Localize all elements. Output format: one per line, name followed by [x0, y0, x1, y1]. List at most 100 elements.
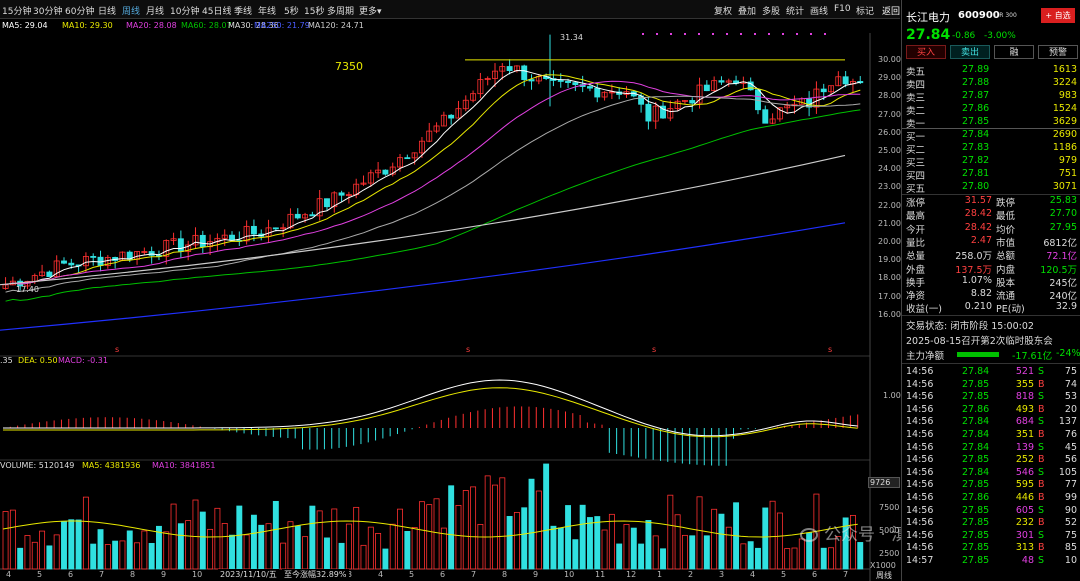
tool-fuquan[interactable]: 复权: [714, 7, 733, 17]
dividend-marker[interactable]: s: [466, 345, 471, 354]
period-30min[interactable]: 30分钟: [33, 7, 63, 17]
period-15s[interactable]: 15秒: [304, 7, 325, 17]
volume-bar: [177, 523, 184, 570]
volume-bar: [711, 508, 718, 570]
tick-time: 14:56: [906, 454, 934, 466]
price-axis-tick: 25.00: [878, 146, 901, 155]
period-year[interactable]: 年线: [258, 7, 277, 17]
volume-bar: [170, 503, 177, 570]
period-week[interactable]: 周线: [122, 7, 141, 17]
stat-value: 31.57: [964, 195, 992, 206]
period-day[interactable]: 日线: [98, 7, 117, 17]
notice-row[interactable]: 2025-08-15召开第2次临时股东会: [902, 333, 1080, 347]
tick-price: 27.85: [962, 555, 990, 566]
dividend-marker[interactable]: s: [115, 345, 120, 354]
period-60min[interactable]: 60分钟: [65, 7, 95, 17]
bid-row[interactable]: 买四 27.81 751: [902, 168, 1080, 182]
candle-body: [324, 198, 330, 208]
candle-body: [499, 66, 506, 72]
bid-row[interactable]: 买二 27.83 1186: [902, 142, 1080, 156]
volume-bar: [418, 501, 425, 570]
volume-bar: [375, 532, 382, 570]
ask-row[interactable]: 卖四 27.88 3224: [902, 77, 1080, 91]
candle-body: [331, 192, 338, 208]
alert-button[interactable]: 预警: [1038, 45, 1078, 59]
ask-row[interactable]: 卖二 27.86 1524: [902, 103, 1080, 117]
candle-body: [280, 227, 287, 230]
candle-body: [199, 234, 206, 248]
candle-body: [382, 169, 389, 175]
tick-volume: 493: [1015, 403, 1034, 415]
time-axis-tick: 1: [657, 570, 663, 579]
period-month[interactable]: 月线: [146, 7, 165, 17]
trade-state: 交易状态: 闭市阶段 15:00:02: [906, 321, 1034, 332]
candle-body: [61, 260, 67, 264]
tool-draw[interactable]: 画线: [810, 7, 829, 17]
ask-row[interactable]: 卖三 27.87 983: [902, 90, 1080, 104]
ask-row[interactable]: 卖五 27.89 1613: [902, 64, 1080, 78]
volume-bar: [557, 527, 564, 570]
buy-button[interactable]: 买入: [906, 45, 946, 59]
candle-body: [521, 65, 528, 80]
time-axis-tick: 9: [161, 570, 167, 579]
level-label: 卖三: [906, 93, 926, 104]
tool-mark[interactable]: 标记: [856, 7, 875, 17]
time-axis-tick: 6: [812, 570, 818, 579]
level-volume: 3224: [1052, 77, 1077, 88]
volume-bar: [258, 524, 265, 570]
tick-side: S: [1038, 416, 1045, 428]
price-axis-tick: 20.00: [878, 237, 901, 246]
candle-body: [462, 99, 469, 110]
volume-bar: [353, 506, 360, 570]
tick-volume: 351: [1015, 429, 1034, 440]
stock-tag: L R 300: [994, 12, 1017, 19]
period-week-indicator: 周线: [876, 571, 892, 580]
add-watchlist-button[interactable]: + 自选: [1041, 8, 1075, 23]
time-axis-tick: 5: [781, 570, 787, 579]
dividend-marker[interactable]: s: [828, 345, 833, 354]
tick-row: 14:56 27.84 684 S 137: [902, 416, 1080, 429]
candle-body: [601, 91, 608, 98]
tick-row: 14:56 27.84 351 B 76: [902, 429, 1080, 442]
tool-overlay[interactable]: 叠加: [738, 7, 757, 17]
tick-list[interactable]: 14:56 27.84 521 S 75 14:56 27.85 355 B 74 14:56 27.…: [902, 364, 1080, 581]
period-10min[interactable]: 10分钟: [170, 7, 200, 17]
tick-row: 14:56 27.86 446 B 99: [902, 492, 1080, 505]
volume-legend-value: VOLUME: 5120149: [0, 461, 75, 470]
candle-body: [163, 240, 170, 257]
bid-row[interactable]: 买三 27.82 979: [902, 155, 1080, 169]
bid-row[interactable]: 买一 27.84 2690: [902, 129, 1080, 143]
back-button[interactable]: 返回: [882, 7, 901, 17]
period-more[interactable]: 更多▾: [359, 7, 382, 17]
stat-value: 8.82: [970, 288, 992, 300]
kline-chart[interactable]: [0, 33, 899, 581]
candle-body: [835, 76, 842, 87]
volume-ma5-legend: MA5: 4381936: [82, 461, 141, 470]
tick-row: 14:56 27.85 355 B 74: [902, 379, 1080, 392]
volume-bar: [389, 523, 396, 570]
tool-multi-stock[interactable]: 多股: [762, 7, 781, 17]
period-multi[interactable]: 多周期: [327, 7, 355, 17]
low-price-label: 17.40: [16, 285, 39, 294]
volume-bar: [791, 547, 798, 570]
level-price: 27.86: [962, 103, 990, 114]
ask-row[interactable]: 卖一 27.85 3629: [902, 116, 1080, 130]
notice-text[interactable]: 2025-08-15召开第2次临时股东会: [906, 336, 1053, 347]
tool-stats[interactable]: 统计: [786, 7, 805, 17]
period-quarter[interactable]: 季线: [234, 7, 253, 17]
price-change: -0.86: [952, 31, 976, 41]
period-5s[interactable]: 5秒: [284, 7, 299, 17]
margin-button[interactable]: 融: [994, 45, 1034, 59]
volume-bar: [470, 486, 477, 570]
period-45day[interactable]: 45日线: [202, 7, 232, 17]
price-axis-tick: 26.00: [878, 127, 901, 137]
level-volume: 1186: [1052, 142, 1077, 153]
candle-body: [440, 114, 447, 127]
period-15min[interactable]: 15分钟: [2, 7, 32, 17]
bid-row[interactable]: 买五 27.80 3071: [902, 181, 1080, 195]
tool-f10[interactable]: F10: [834, 4, 851, 14]
sell-button[interactable]: 卖出: [950, 45, 990, 59]
candle-body: [667, 108, 674, 119]
volume-bar: [725, 526, 732, 570]
dividend-marker[interactable]: s: [652, 345, 657, 354]
